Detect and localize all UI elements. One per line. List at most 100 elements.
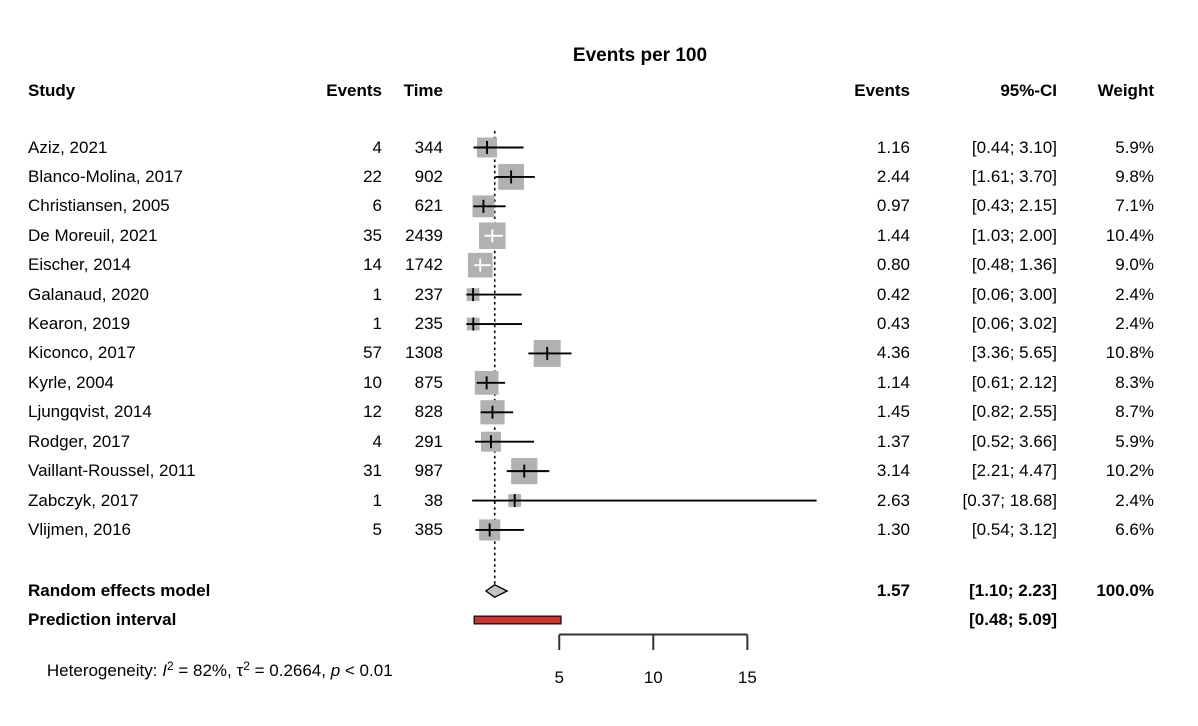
study-name: Ljungqvist, 2014 [28,402,152,422]
study-row: Vaillant-Roussel, 2011 31 987 3.14 [2.21; 4.… [0,461,1198,481]
study-row: Kearon, 2019 1 235 0.43 [0.06; 3.02] 2.4% [0,314,1198,334]
study-rate: 0.80 [876,255,910,275]
header-study: Study [28,81,76,100]
study-rate: 4.36 [876,343,910,363]
study-events: 31 [363,461,382,481]
study-events: 4 [372,431,382,451]
study-rate: 2.63 [876,490,910,510]
study-row: Rodger, 2017 4 291 1.37 [0.52; 3.66] 5.9% [0,432,1198,452]
study-rate: 1.30 [876,519,910,539]
study-time: 1308 [405,343,443,363]
het-p-rest: < 0.01 [340,661,393,680]
study-name: De Moreuil, 2021 [28,225,158,245]
study-row: Blanco-Molina, 2017 22 902 2.44 [1.61; 3.70]… [0,167,1198,187]
x-axis-tick-label: 10 [643,668,663,687]
study-weight: 5.9% [1115,431,1154,451]
x-axis-tick-label: 15 [737,668,757,687]
study-events: 10 [363,372,382,392]
study-rate: 1.45 [876,402,910,422]
study-rate: 1.37 [876,431,910,451]
study-ci: [1.03; 2.00] [971,225,1057,245]
study-weight: 9.8% [1115,166,1154,186]
study-weight: 10.4% [1105,225,1154,245]
study-events: 4 [372,137,382,157]
summary-row: Random effects model 1.57 [1.10; 2.23] 1… [0,581,1198,601]
study-events: 22 [363,166,382,186]
study-row: Zabczyk, 2017 1 38 2.63 [0.37; 18.68] 2.4% [0,491,1198,511]
study-time: 1742 [405,255,443,275]
study-row: Kiconco, 2017 57 1308 4.36 [3.36; 5.65] 10.8% [0,343,1198,363]
study-time: 385 [414,519,443,539]
summary-rate: 1.57 [876,581,910,600]
x-axis-tick-label: 5 [554,668,564,687]
study-name: Vlijmen, 2016 [28,519,132,539]
study-row: Eischer, 2014 14 1742 0.80 [0.48; 1.36] 9.0% [0,255,1198,275]
study-name: Vaillant-Roussel, 2011 [28,461,196,481]
het-tau-rest: = 0.2664, [249,661,331,680]
het-i-symbol: I [162,661,167,680]
study-weight: 6.6% [1115,519,1154,539]
study-ci: [0.48; 1.36] [971,255,1057,275]
study-name: Kyrle, 2004 [28,372,114,392]
study-rate: 1.14 [876,372,910,392]
study-ci: [3.36; 5.65] [971,343,1057,363]
study-ci: [0.54; 3.12] [971,519,1057,539]
het-i-rest: = 82%, [173,661,237,680]
study-ci: [2.21; 4.47] [971,461,1057,481]
header-rate: Events [854,81,910,100]
study-events: 5 [372,519,382,539]
study-time: 987 [414,461,443,481]
study-events: 57 [363,343,382,363]
study-ci: [0.44; 3.10] [971,137,1057,157]
study-weight: 2.4% [1115,284,1154,304]
study-weight: 10.8% [1105,343,1154,363]
study-time: 291 [414,431,443,451]
study-weight: 2.4% [1115,490,1154,510]
study-time: 237 [414,284,443,304]
study-row: Christiansen, 2005 6 621 0.97 [0.43; 2.15] 7.… [0,196,1198,216]
study-weight: 8.7% [1115,402,1154,422]
study-time: 235 [414,314,443,334]
study-rate: 1.44 [876,225,910,245]
study-time: 344 [414,137,443,157]
het-prefix: Heterogeneity: [46,661,163,680]
study-rate: 3.14 [876,461,910,481]
summary-ci: [1.10; 2.23] [969,581,1057,600]
het-i-sup: 2 [166,659,174,673]
study-ci: [0.37; 18.68] [962,490,1057,510]
study-time: 902 [414,166,443,186]
study-time: 2439 [405,225,443,245]
study-row: Aziz, 2021 4 344 1.16 [0.44; 3.10] 5.9% [0,138,1198,158]
summary-label: Random effects model [28,581,211,600]
study-ci: [0.61; 2.12] [971,372,1057,392]
study-ci: [0.82; 2.55] [971,402,1057,422]
study-row: Galanaud, 2020 1 237 0.42 [0.06; 3.00] 2.4% [0,285,1198,305]
study-weight: 2.4% [1115,314,1154,334]
study-name: Kearon, 2019 [28,314,131,334]
study-rate: 1.16 [876,137,910,157]
chart-title: Events per 100 [572,45,708,66]
heterogeneity-text: Heterogeneity: I2 = 82%, τ2 = 0.2664, p … [28,641,393,702]
study-name: Rodger, 2017 [28,431,131,451]
study-time: 38 [424,490,443,510]
study-events: 12 [363,402,382,422]
prediction-interval-bar [473,615,562,625]
study-events: 35 [363,225,382,245]
study-name: Aziz, 2021 [28,137,108,157]
study-time: 875 [414,372,443,392]
study-time: 828 [414,402,443,422]
study-rate: 0.42 [876,284,910,304]
study-row: Kyrle, 2004 10 875 1.14 [0.61; 2.12] 8.3% [0,373,1198,393]
prediction-ci: [0.48; 5.09] [969,610,1057,629]
study-weight: 9.0% [1115,255,1154,275]
study-events: 14 [363,255,382,275]
study-name: Galanaud, 2020 [28,284,149,304]
het-p-symbol: p [330,661,341,680]
summary-weight: 100.0% [1096,581,1154,600]
header-time: Time [403,81,443,100]
study-row: Vlijmen, 2016 5 385 1.30 [0.54; 3.12] 6.6% [0,520,1198,540]
study-name: Zabczyk, 2017 [28,490,139,510]
study-weight: 8.3% [1115,372,1154,392]
het-tau-symbol: τ [236,661,244,680]
het-tau-sup: 2 [243,659,250,673]
